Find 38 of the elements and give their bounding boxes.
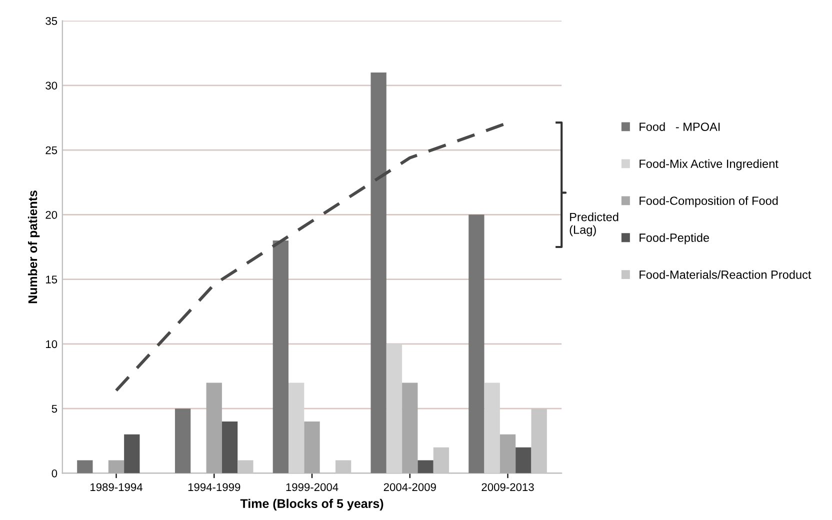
bar [108,460,124,474]
x-axis-title: Time (Blocks of 5 years) [240,498,384,510]
bar [272,240,289,474]
bar [222,421,238,474]
bar [386,344,402,474]
bar [500,434,516,474]
x-tick-label: 1989-1994 [90,483,142,492]
bar [468,214,484,474]
x-tick-label: 1999-2004 [286,483,338,492]
legend-label: Food-Mix Active Ingredient [640,159,778,170]
bar [516,447,532,474]
bar [304,421,320,474]
y-tick-label: 10 [46,340,58,348]
bar [124,434,140,474]
x-tick-label: 2004-2009 [384,483,436,492]
text: Predicted (Lag) [570,212,618,236]
y-tick-label: 20 [46,210,58,219]
bar [370,72,386,474]
legend-label: Food-Peptide [640,233,710,244]
bar [174,408,191,474]
y-tick-label: 0 [52,469,58,478]
y-axis-title: Number of patients [28,190,40,304]
y-tick-label: 35 [46,17,58,25]
legend-label: Food-Composition of Food [640,196,778,208]
y-tick-label: 30 [46,82,58,90]
bar [402,382,418,474]
legend-label: Food-Materials/Reaction Product [640,270,812,279]
bar [288,382,304,474]
bar [484,382,500,474]
bar [206,382,222,474]
y-tick-label: 25 [46,146,58,154]
bar [77,460,93,474]
y-tick-label: 5 [52,404,58,413]
x-tick-label: 1994-1999 [188,483,240,492]
bar [418,460,434,474]
y-tick-label: 15 [46,276,58,284]
legend-label: Food - MPOAI [640,122,720,131]
x-tick-label: 2009-2013 [482,483,534,492]
